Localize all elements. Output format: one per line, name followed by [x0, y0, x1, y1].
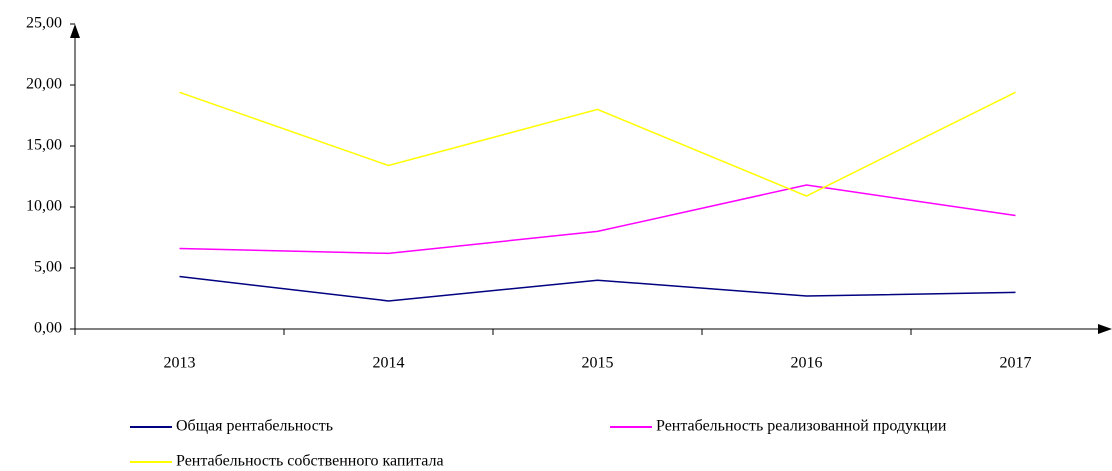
y-tick-label: 0,00: [34, 320, 62, 337]
y-tick-label: 15,00: [26, 137, 62, 154]
series-line: [179, 275, 1016, 302]
x-tick-label: 2017: [1000, 355, 1032, 372]
y-tick-label: 5,00: [34, 259, 62, 276]
legend-label: Рентабельность реализованной продукции: [656, 418, 947, 435]
x-tick-label: 2016: [791, 355, 823, 372]
series-line: [179, 184, 1016, 255]
legend-label: Рентабельность собственного капитала: [176, 453, 444, 470]
series-line: [179, 91, 1016, 197]
legend-label: Общая рентабельность: [176, 418, 333, 435]
x-tick-label: 2015: [582, 355, 614, 372]
y-tick-label: 20,00: [26, 76, 62, 93]
y-axis-arrow: [70, 24, 80, 38]
x-axis-arrow: [1098, 324, 1112, 334]
y-tick-label: 25,00: [26, 15, 62, 32]
y-tick-label: 10,00: [26, 198, 62, 215]
x-tick-label: 2014: [373, 355, 405, 372]
x-tick-label: 2013: [164, 355, 196, 372]
